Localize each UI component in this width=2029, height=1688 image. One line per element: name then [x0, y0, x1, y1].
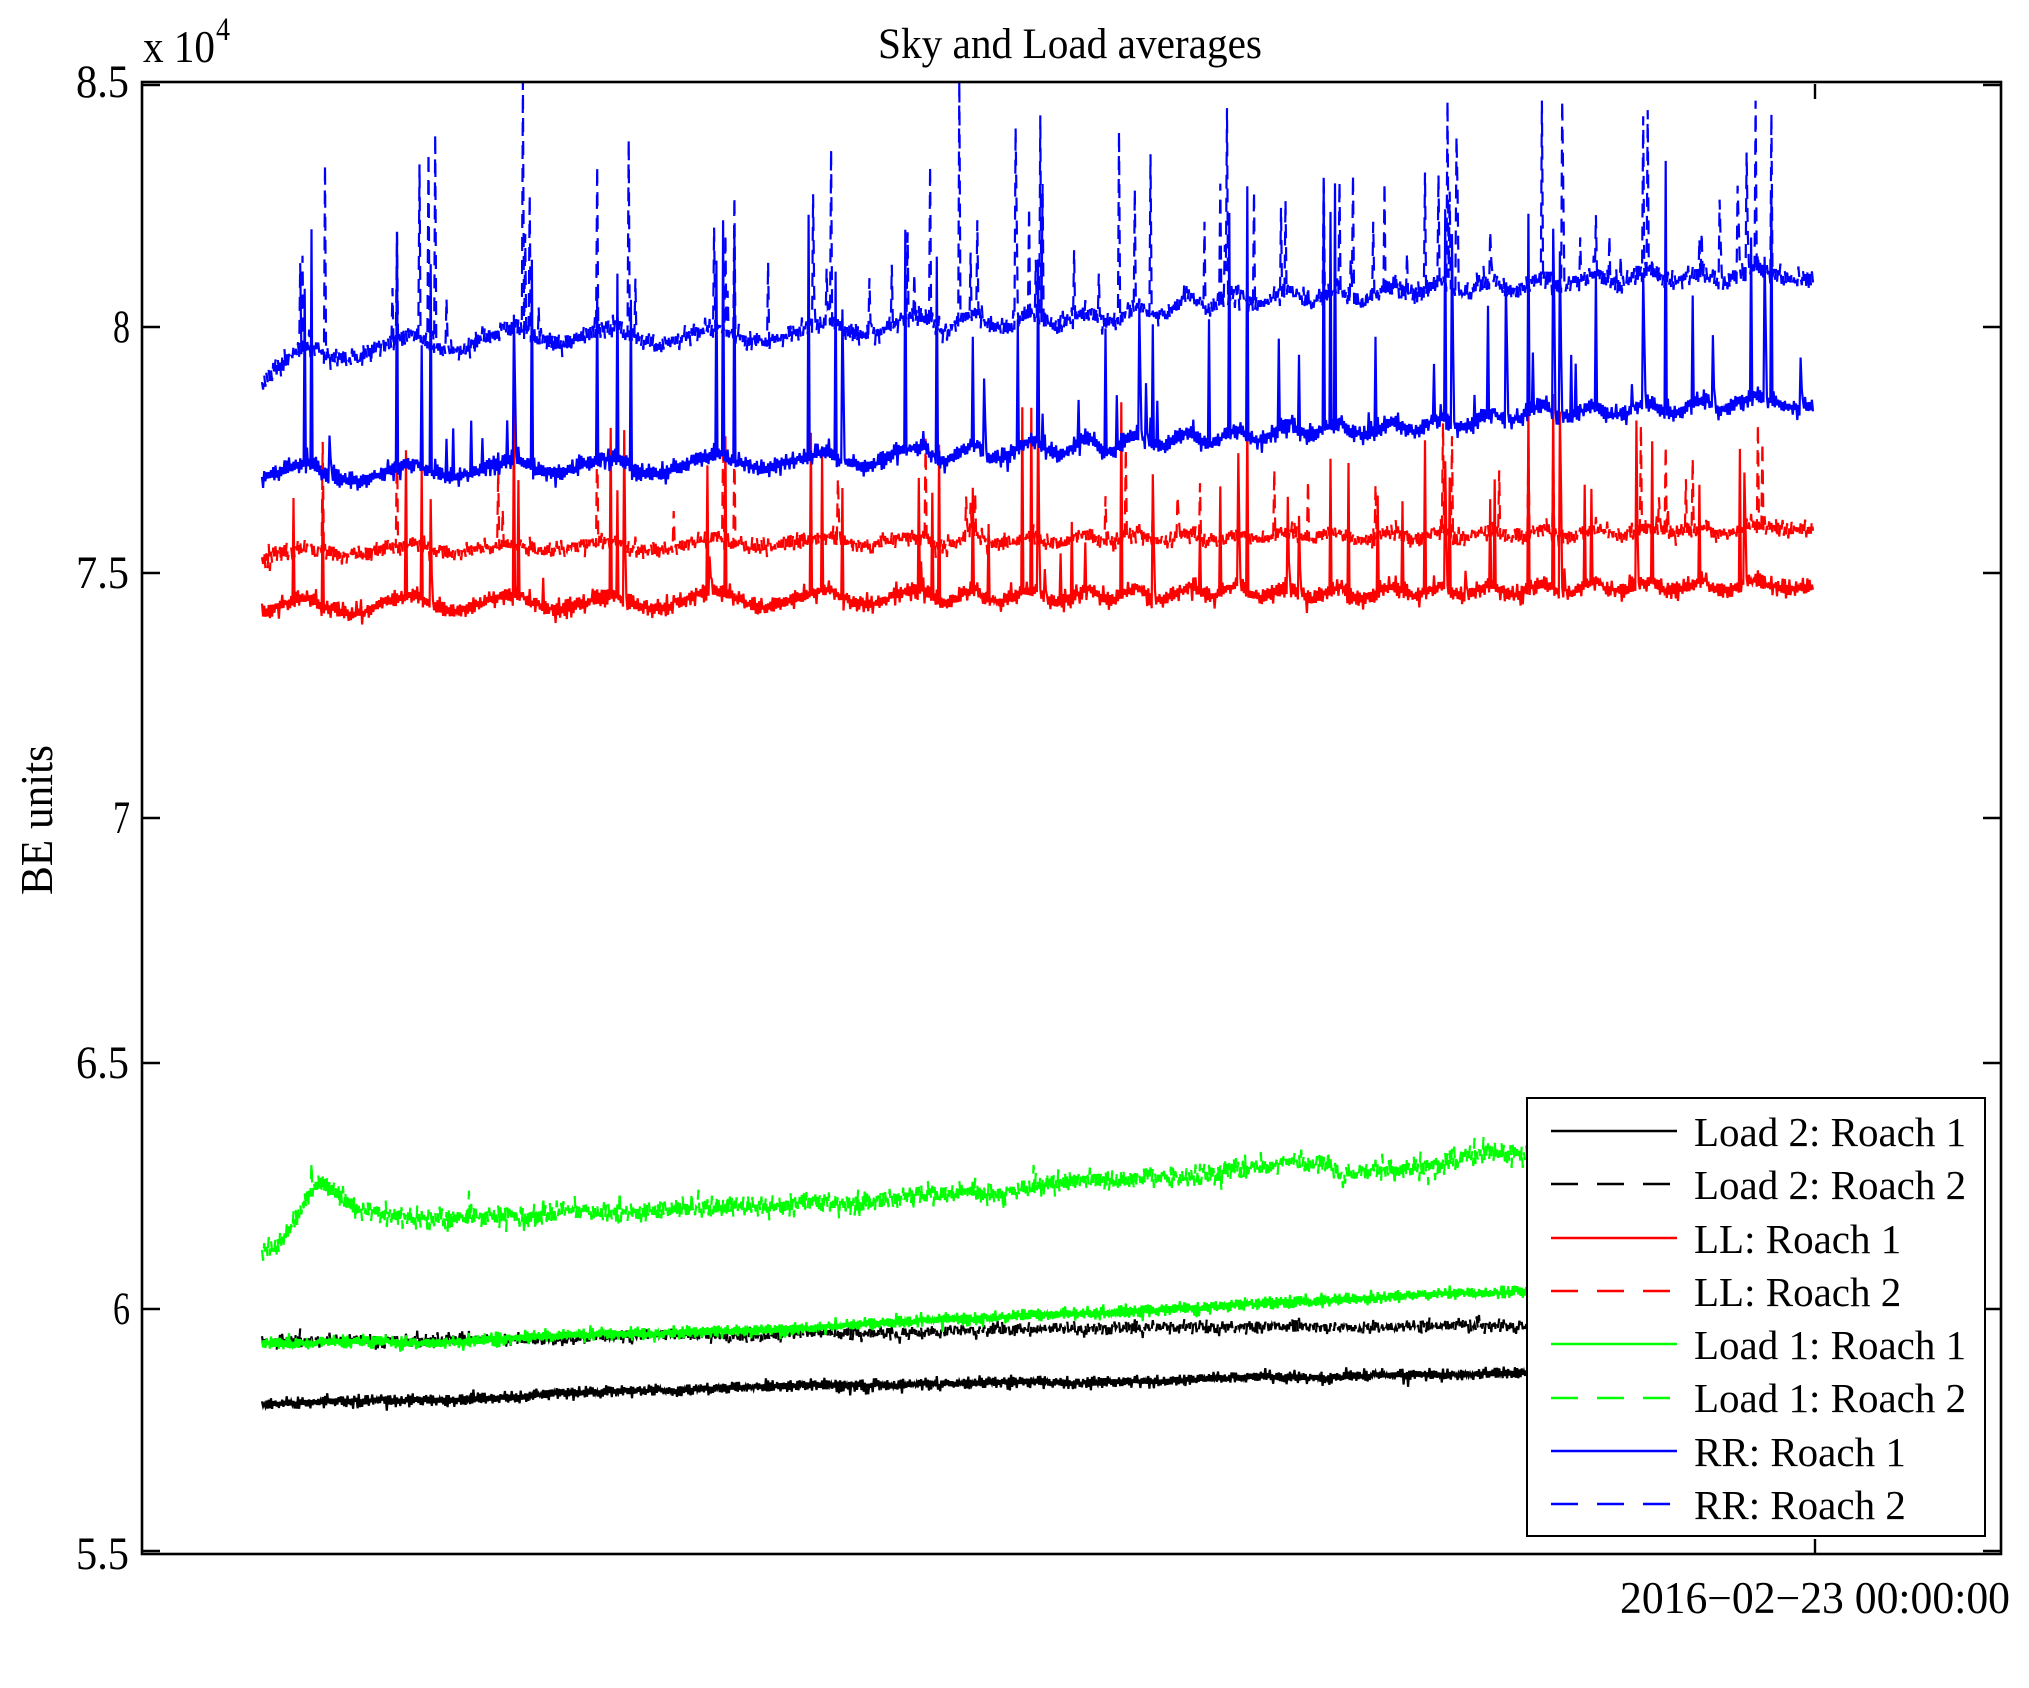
- svg-text:RR: Roach 2: RR: Roach 2: [1694, 1482, 1906, 1528]
- svg-text:RR: Roach 1: RR: Roach 1: [1694, 1429, 1906, 1475]
- svg-text:Sky and Load averages: Sky and Load averages: [878, 21, 1262, 68]
- svg-text:5.5: 5.5: [76, 1528, 129, 1580]
- svg-text:6: 6: [113, 1283, 130, 1335]
- svg-text:Load 1: Roach 2: Load 1: Roach 2: [1694, 1375, 1966, 1421]
- svg-text:2016−02−23 00:00:00: 2016−02−23 00:00:00: [1620, 1573, 2010, 1623]
- svg-text:6.5: 6.5: [76, 1037, 129, 1089]
- svg-text:7: 7: [113, 792, 130, 844]
- svg-text:Load 1: Roach 1: Load 1: Roach 1: [1694, 1322, 1966, 1368]
- svg-text:LL: Roach 1: LL: Roach 1: [1694, 1216, 1901, 1262]
- svg-text:4: 4: [216, 12, 230, 48]
- svg-text:BE units: BE units: [11, 745, 62, 895]
- svg-text:8: 8: [113, 301, 130, 353]
- svg-text:7.5: 7.5: [76, 547, 129, 599]
- svg-text:8.5: 8.5: [76, 56, 129, 108]
- svg-text:LL: Roach 2: LL: Roach 2: [1694, 1269, 1901, 1315]
- svg-text:Load 2: Roach 1: Load 2: Roach 1: [1694, 1109, 1966, 1155]
- svg-text:x 10: x 10: [143, 22, 215, 72]
- svg-text:Load 2: Roach 2: Load 2: Roach 2: [1694, 1162, 1966, 1208]
